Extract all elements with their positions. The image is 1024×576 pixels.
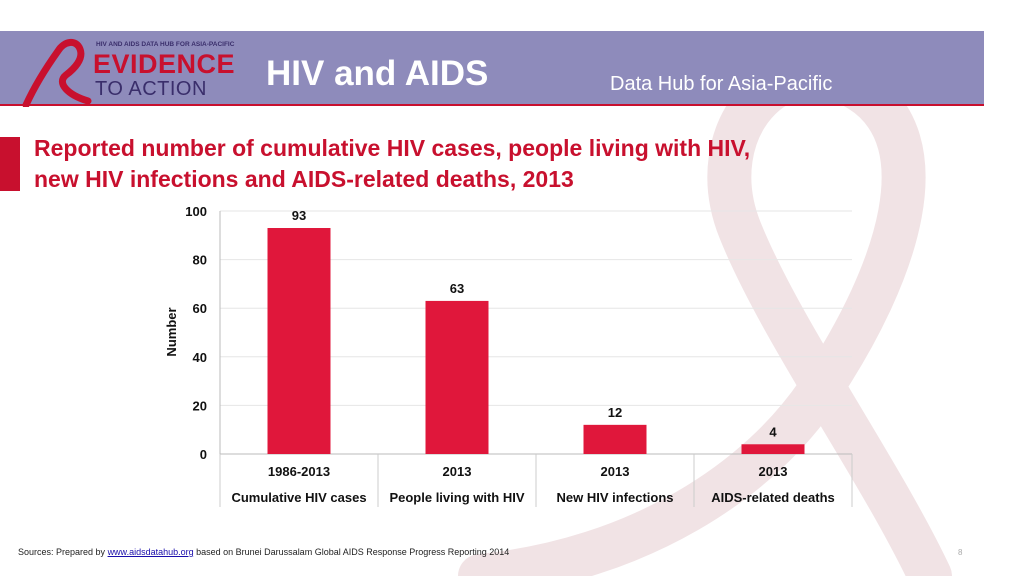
y-tick-label: 80: [193, 253, 207, 268]
page-number: 8: [958, 548, 963, 557]
logo-evidence-text: EVIDENCE: [93, 49, 236, 79]
y-tick-label: 20: [193, 398, 207, 413]
logo-tagline: HIV AND AIDS DATA HUB FOR ASIA-PACIFIC: [96, 41, 235, 48]
slide-title-line-2: new HIV infections and AIDS-related deat…: [34, 166, 574, 192]
x-tick-period: 2013: [759, 464, 788, 479]
slide-title: Reported number of cumulative HIV cases,…: [34, 133, 750, 195]
footer-link[interactable]: www.aidsdatahub.org: [107, 547, 194, 557]
data-label: 93: [292, 208, 306, 223]
header-subtitle: Data Hub for Asia-Pacific: [610, 73, 833, 95]
logo-to-action-text: TO ACTION: [95, 78, 207, 100]
evidence-to-action-logo: HIV AND AIDS DATA HUB FOR ASIA-PACIFIC E…: [18, 37, 243, 107]
data-label: 63: [450, 281, 464, 296]
data-label: 12: [608, 405, 622, 420]
x-tick-label: AIDS-related deaths: [711, 490, 835, 505]
x-tick-period: 1986-2013: [268, 464, 330, 479]
x-tick-label: Cumulative HIV cases: [231, 490, 366, 505]
y-axis-title: Number: [164, 307, 179, 356]
x-tick-label: New HIV infections: [556, 490, 673, 505]
title-accent-bar: [0, 137, 20, 191]
bar: [741, 444, 805, 454]
bar: [267, 228, 331, 454]
bar: [425, 300, 489, 454]
y-tick-label: 60: [193, 301, 207, 316]
header-title: HIV and AIDS: [266, 54, 489, 93]
y-tick-label: 100: [185, 204, 207, 219]
footer-prefix: Sources: Prepared by: [18, 547, 108, 557]
x-tick-period: 2013: [443, 464, 472, 479]
x-tick-period: 2013: [601, 464, 630, 479]
data-label: 4: [769, 424, 777, 439]
header-banner: HIV AND AIDS DATA HUB FOR ASIA-PACIFIC E…: [0, 31, 984, 107]
y-tick-label: 40: [193, 350, 207, 365]
red-ribbon-icon: [22, 39, 92, 107]
x-tick-label: People living with HIV: [389, 490, 524, 505]
slide-title-line-1: Reported number of cumulative HIV cases,…: [34, 135, 751, 161]
bar: [583, 424, 647, 454]
source-footer: Sources: Prepared by www.aidsdatahub.org…: [18, 547, 509, 557]
footer-suffix: based on Brunei Darussalam Global AIDS R…: [193, 547, 510, 557]
y-tick-label: 0: [200, 447, 207, 462]
